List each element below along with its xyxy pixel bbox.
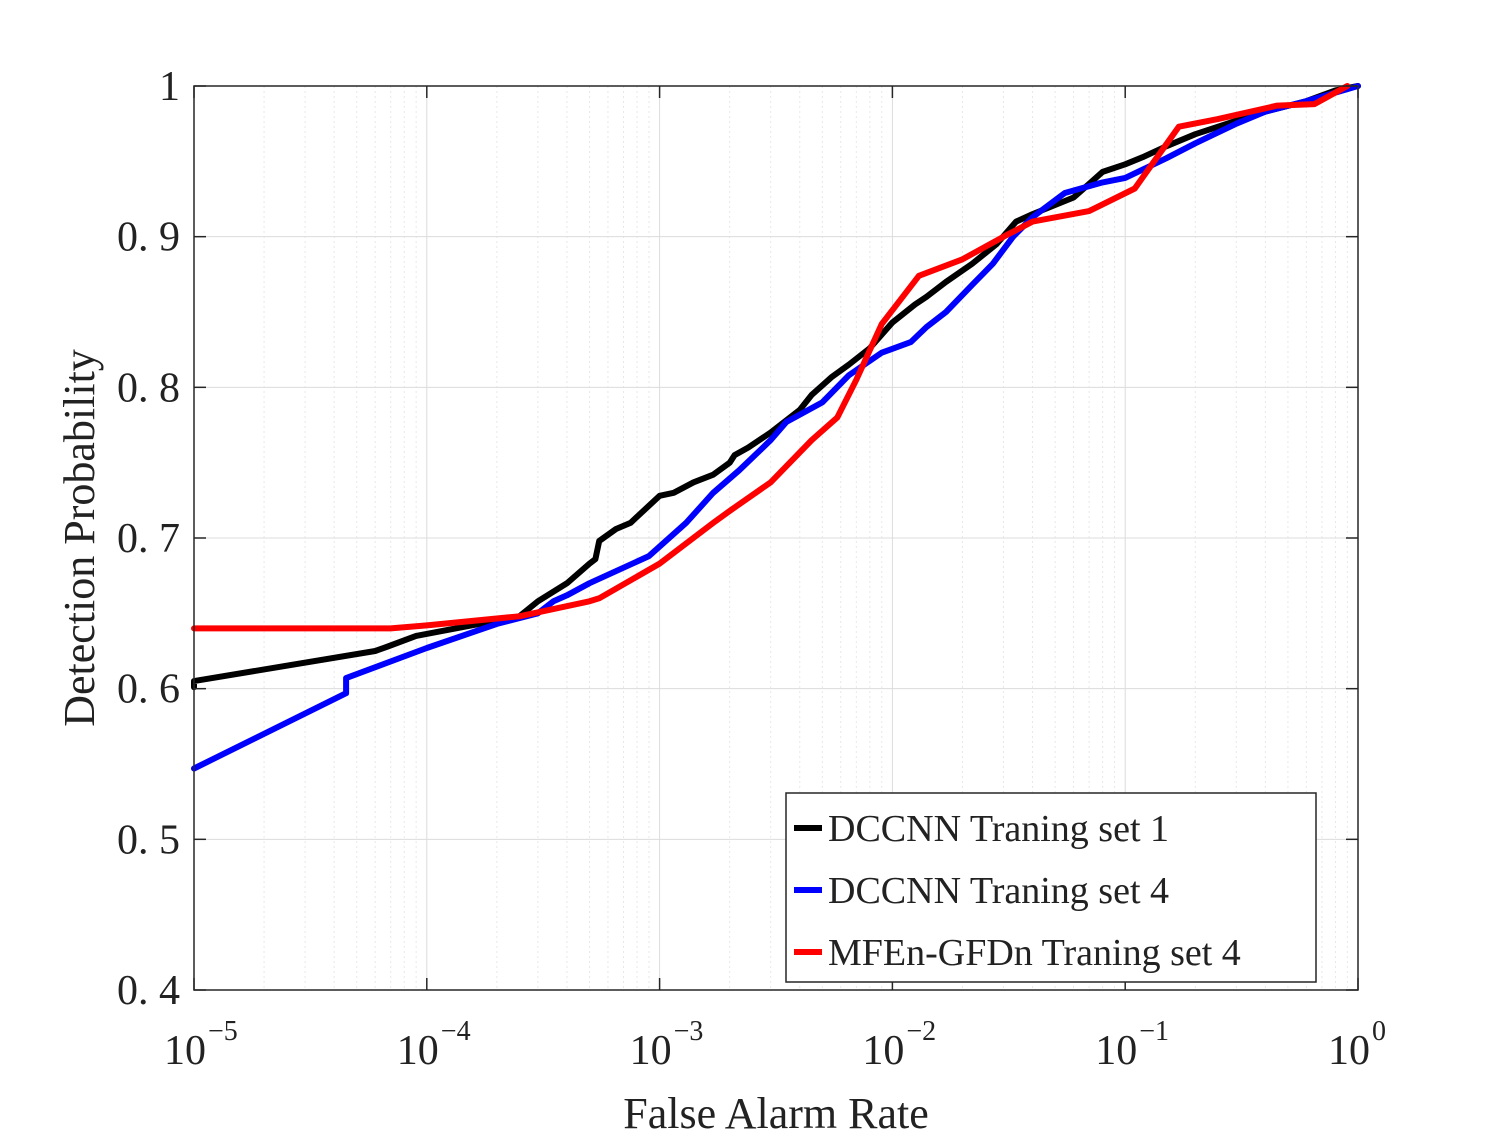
x-tick-label: 10 −2	[862, 1016, 936, 1074]
x-tick-base: 10	[1328, 1028, 1370, 1074]
x-tick-base: 10	[630, 1028, 672, 1074]
x-tick-label: 10 −5	[164, 1016, 238, 1074]
x-tick-exponent: 0	[1372, 1016, 1386, 1047]
x-tick-base: 10	[164, 1028, 206, 1074]
x-tick-label: 10 −1	[1095, 1016, 1169, 1074]
series-line-3	[191, 83, 1351, 632]
legend: DCCNN Traning set 1 DCCNN Traning set 4 MF…	[785, 792, 1317, 983]
x-axis-label: False Alarm Rate	[623, 1089, 929, 1138]
x-tick-exponent: −1	[1139, 1016, 1169, 1047]
x-tick-exponent: −3	[674, 1016, 704, 1047]
x-tick-exponent: −2	[906, 1016, 936, 1047]
legend-item-2: DCCNN Traning set 4	[794, 870, 1169, 912]
y-tick-label: 0. 9	[117, 215, 180, 261]
y-tick-label: 0. 8	[117, 365, 180, 411]
y-axis-label: Detection Probability	[55, 349, 104, 727]
y-tick-labels: 0. 4 0. 5 0. 6 0. 7 0. 8 0. 9 1	[117, 64, 180, 1014]
x-tick-exponent: −4	[441, 1016, 471, 1047]
legend-label: DCCNN Traning set 1	[828, 808, 1169, 850]
x-tick-label: 10 −4	[397, 1016, 471, 1074]
x-tick-label: 10 −3	[630, 1016, 704, 1074]
legend-box	[785, 792, 1317, 983]
x-tick-label: 10 0	[1328, 1016, 1386, 1074]
y-tick-label: 1	[159, 64, 180, 110]
series-lines	[191, 83, 1361, 772]
series-line-1	[191, 83, 1361, 691]
x-tick-labels: 10 −5 10 −4 10 −3 10 −2 10 −1 10 0	[164, 1016, 1386, 1074]
legend-item-1: DCCNN Traning set 1	[794, 808, 1169, 850]
x-tick-base: 10	[862, 1028, 904, 1074]
grid-lines	[193, 85, 1359, 991]
axis-ticks	[193, 85, 1359, 991]
y-tick-label: 0. 5	[117, 817, 180, 863]
y-tick-label: 0. 7	[117, 516, 180, 562]
legend-item-3: MFEn-GFDn Traning set 4	[794, 932, 1241, 974]
y-tick-label: 0. 6	[117, 667, 180, 713]
legend-label: MFEn-GFDn Traning set 4	[828, 932, 1241, 974]
y-tick-label: 0. 4	[117, 968, 180, 1014]
x-tick-base: 10	[1095, 1028, 1137, 1074]
legend-label: DCCNN Traning set 4	[828, 870, 1169, 912]
x-tick-base: 10	[397, 1028, 439, 1074]
x-tick-exponent: −5	[208, 1016, 238, 1047]
